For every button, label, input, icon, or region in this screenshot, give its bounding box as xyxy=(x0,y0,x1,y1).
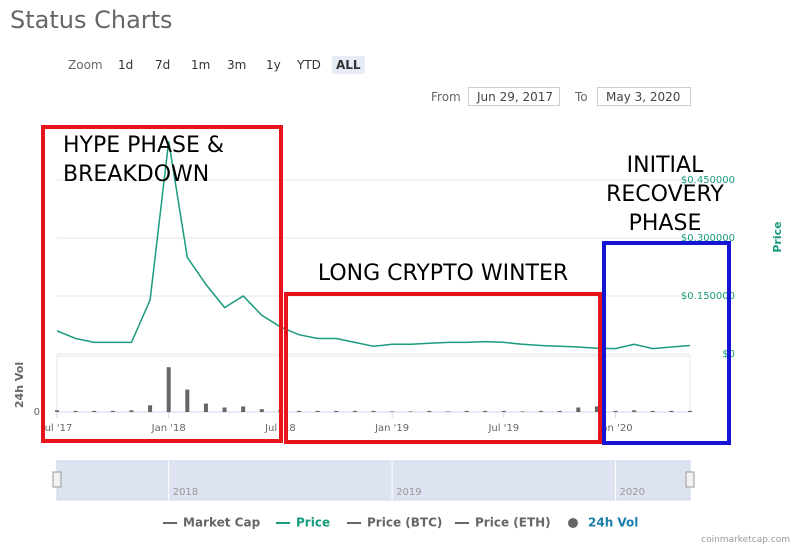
volume-bar xyxy=(520,411,525,412)
zoom-button[interactable]: YTD xyxy=(297,58,321,72)
volume-bar xyxy=(501,410,506,412)
legend-label: Price (ETH) xyxy=(475,516,551,530)
annotation-box xyxy=(602,241,731,445)
volume-bar xyxy=(185,389,190,412)
to-label: To xyxy=(575,90,588,104)
volume-bar xyxy=(241,406,246,412)
zoom-button[interactable]: 1d xyxy=(118,58,134,72)
legend-item[interactable]: Price xyxy=(276,516,330,530)
legend-item[interactable]: Price (ETH) xyxy=(455,516,551,530)
x-tick-label: Jan '20 xyxy=(597,423,632,434)
annotation-box xyxy=(41,125,283,443)
volume-bar xyxy=(110,410,115,412)
navigator-label: 2019 xyxy=(396,487,421,498)
navigator-handle[interactable] xyxy=(685,471,695,488)
chart-title: Status Charts xyxy=(10,6,173,34)
zoom-label: Zoom xyxy=(68,58,103,72)
to-input[interactable]: May 3, 2020 xyxy=(597,87,691,106)
y2-tick-label: $0.150000 xyxy=(681,291,735,302)
zoom-button[interactable]: 3m xyxy=(227,58,247,72)
legend-label: Price (BTC) xyxy=(367,516,442,530)
navigator-handle[interactable] xyxy=(52,471,62,488)
zoom-button[interactable]: 1m xyxy=(191,58,211,72)
volume-bar xyxy=(259,409,264,412)
legend-item[interactable]: Price (BTC) xyxy=(347,516,442,530)
volume-bar xyxy=(390,411,395,412)
volume-bar xyxy=(166,367,171,412)
volume-bar xyxy=(371,410,376,412)
volume-bar xyxy=(203,403,208,412)
zoom-button[interactable]: 1y xyxy=(266,58,281,72)
annotation-text: HYPE PHASE & BREAKDOWN xyxy=(63,133,225,187)
volume-bar xyxy=(632,410,637,412)
from-label: From xyxy=(431,90,461,104)
legend-label: 24h Vol xyxy=(588,516,638,530)
annotation-box xyxy=(284,292,602,444)
x-tick-label: Jul '19 xyxy=(487,423,519,434)
volume-bar xyxy=(55,410,59,412)
volume-bar xyxy=(92,410,97,412)
volume-bar xyxy=(73,410,78,412)
volume-bar xyxy=(483,410,488,412)
volume-bar xyxy=(129,410,134,412)
volume-bar xyxy=(557,410,562,412)
volume-bar xyxy=(148,405,153,412)
volume-bar xyxy=(445,411,450,412)
y2-tick-label: $0.450000 xyxy=(681,175,735,186)
volume-bar xyxy=(297,410,302,412)
legend-item[interactable]: Market Cap xyxy=(163,516,261,530)
price-line xyxy=(56,141,691,350)
vol-axis-title: 24h Vol xyxy=(13,362,26,408)
annotation-text: LONG CRYPTO WINTER xyxy=(317,261,569,286)
volume-bar xyxy=(669,410,674,412)
volume-bar xyxy=(576,407,581,412)
volume-bar xyxy=(222,407,227,412)
x-tick-label: Jul '17 xyxy=(41,423,73,434)
volume-bar xyxy=(539,410,544,412)
volume-bar xyxy=(427,410,432,412)
vol-tick-label: 0 xyxy=(34,407,40,418)
volume-bar xyxy=(334,410,339,412)
volume-bar xyxy=(613,410,618,412)
annotation-text: INITIAL RECOVERY PHASE xyxy=(606,153,724,236)
volume-panel xyxy=(56,355,691,413)
volume-bar xyxy=(594,406,599,412)
legend-label: Market Cap xyxy=(183,516,261,530)
x-tick-label: Jan '18 xyxy=(151,423,186,434)
volume-bar xyxy=(315,410,320,412)
from-input[interactable]: Jun 29, 2017 xyxy=(468,87,560,106)
navigator xyxy=(56,460,691,501)
volume-bar xyxy=(408,411,413,412)
volume-bar xyxy=(464,410,469,412)
navigator-label: 2020 xyxy=(620,487,645,498)
y2-tick-label: $0.300000 xyxy=(681,233,735,244)
y2-axis-title: Price xyxy=(771,221,784,252)
credit: coinmarketcap.com xyxy=(701,535,790,545)
legend-item[interactable]: 24h Vol xyxy=(568,516,638,530)
volume-bar xyxy=(650,410,655,412)
volume-bar xyxy=(688,410,692,412)
legend-marker xyxy=(568,518,578,528)
x-tick-label: Jan '19 xyxy=(374,423,409,434)
zoom-button[interactable]: 7d xyxy=(155,58,171,72)
navigator-label: 2018 xyxy=(173,487,198,498)
volume-bar xyxy=(352,410,357,412)
zoom-button[interactable]: ALL xyxy=(332,56,365,74)
legend-label: Price xyxy=(296,516,330,530)
